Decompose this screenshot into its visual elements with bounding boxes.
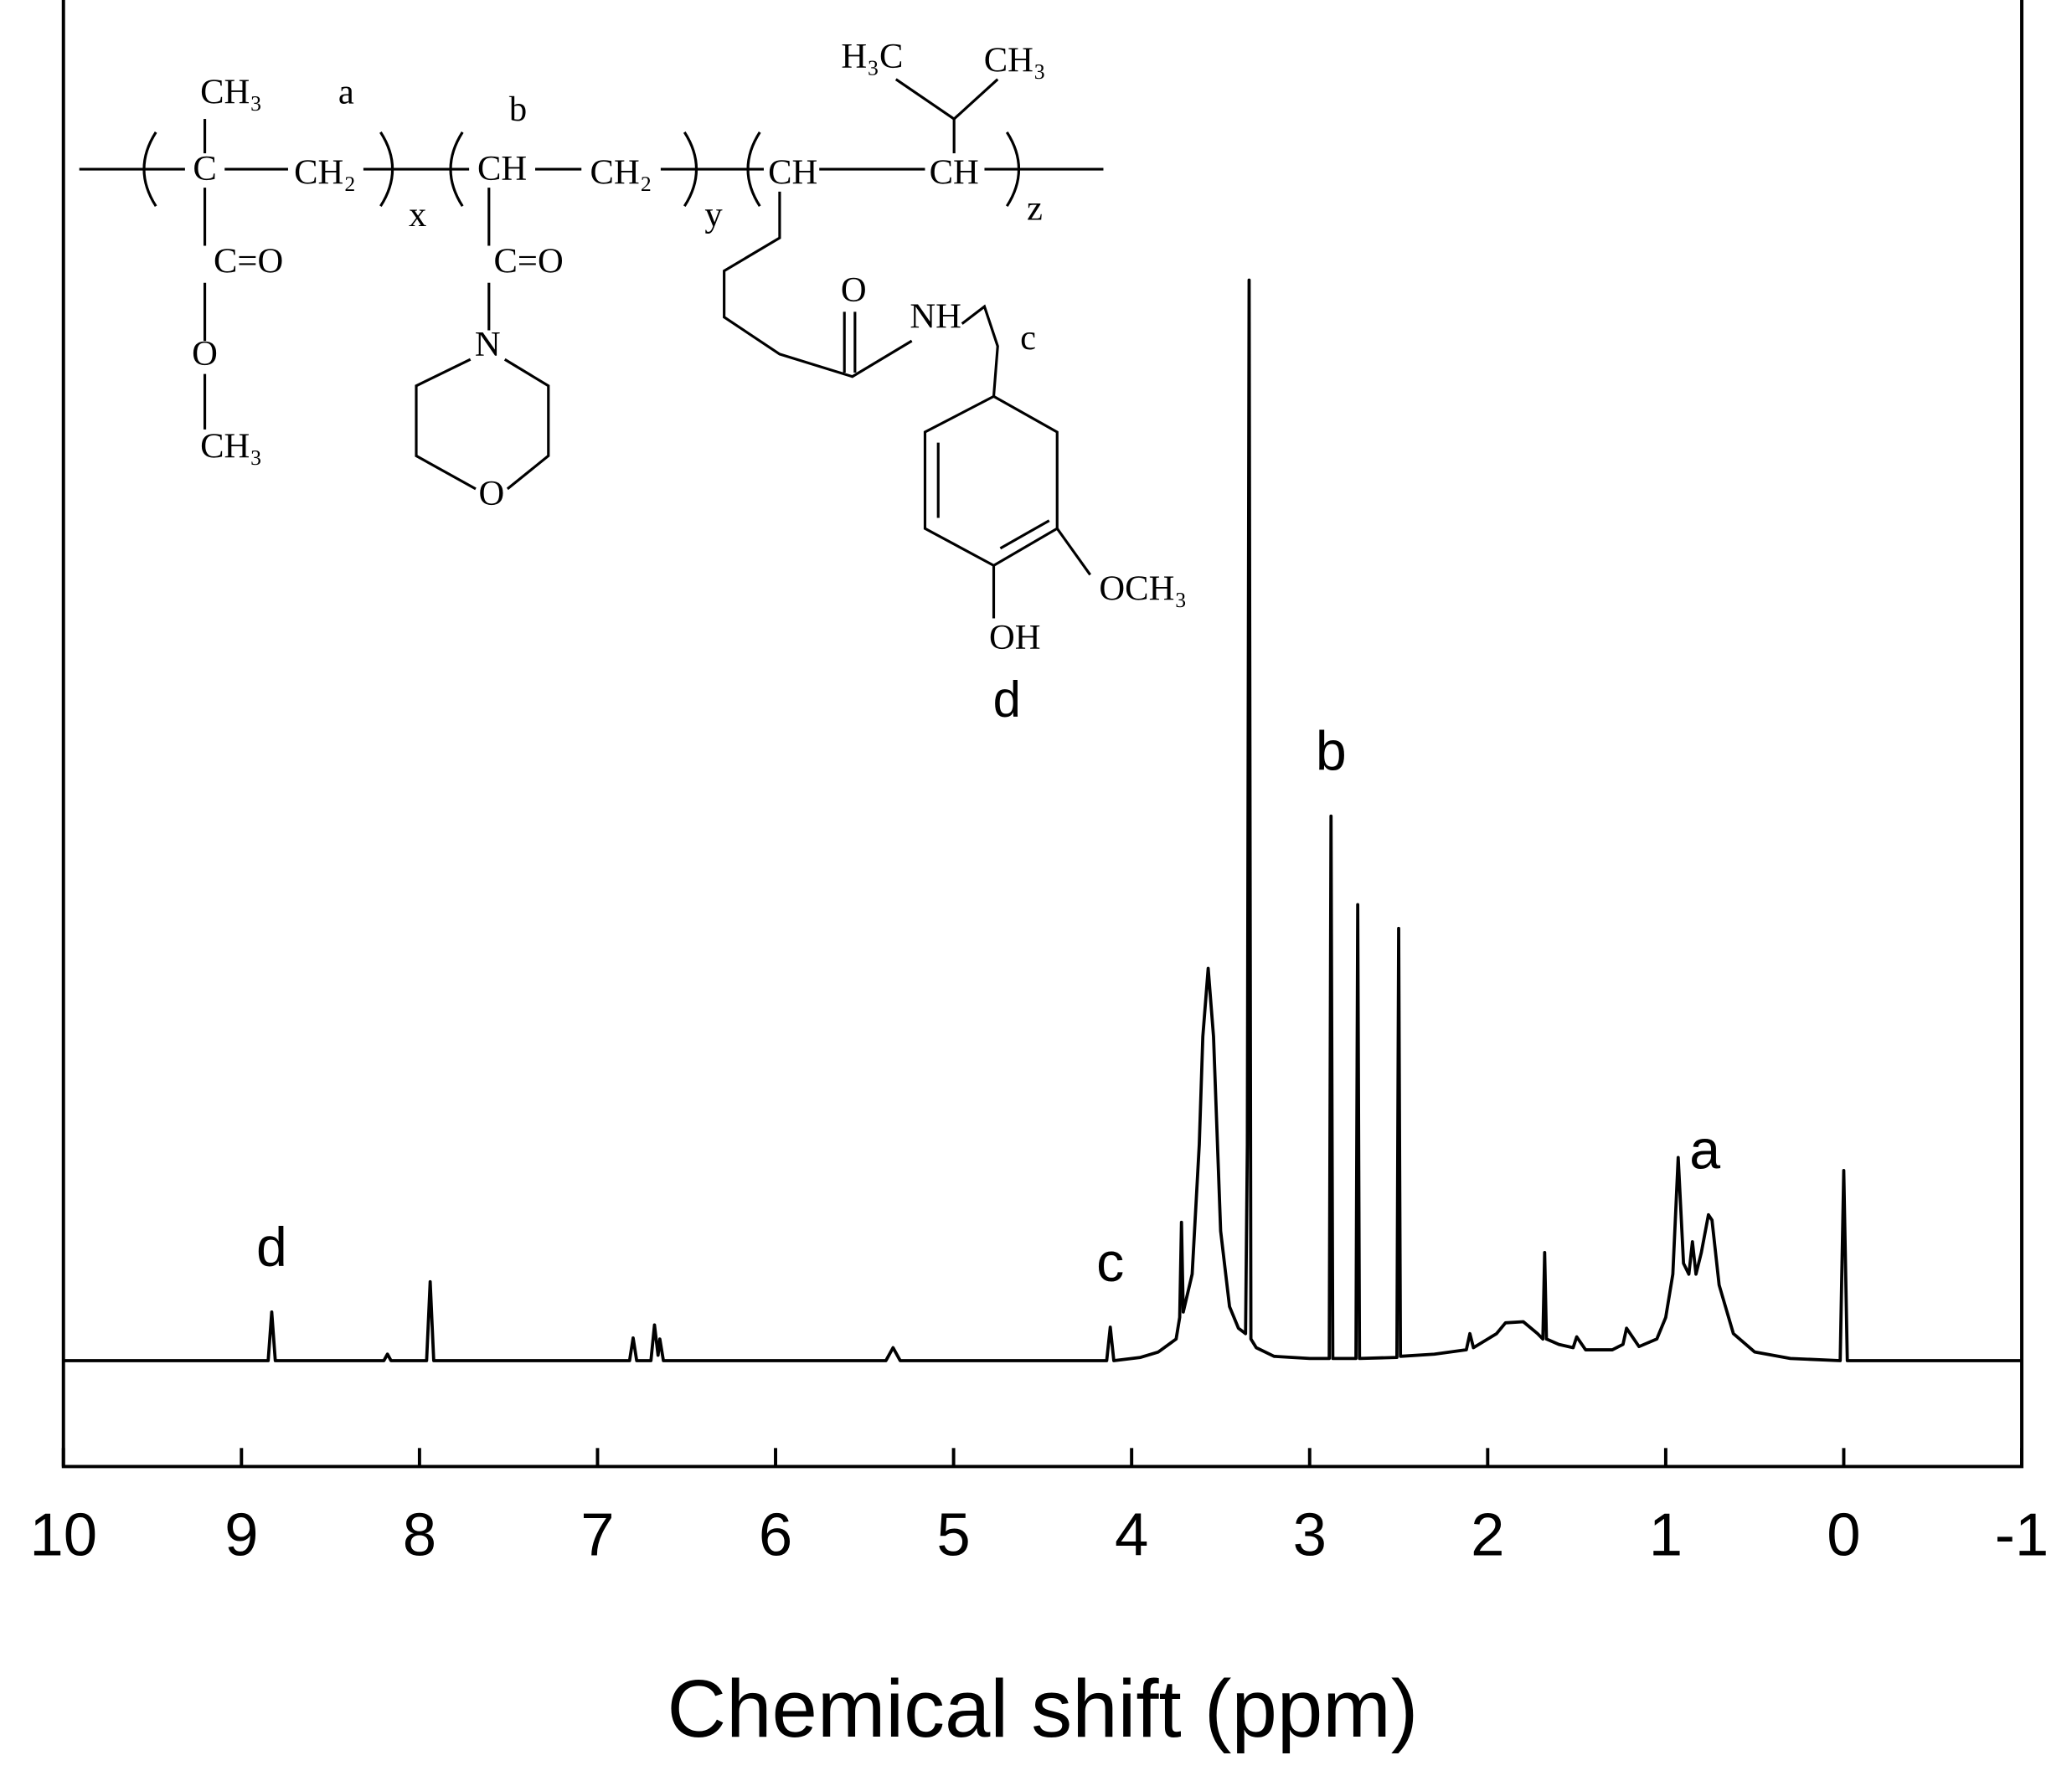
structure-label: a: [338, 72, 354, 111]
structure-label: CH: [930, 153, 979, 193]
x-tick-label: 4: [1115, 1500, 1148, 1568]
x-axis-label: Chemical shift (ppm): [667, 1662, 1418, 1754]
structure-label: C=O: [494, 241, 564, 281]
structure-label: N: [475, 325, 501, 364]
structure-label: b: [509, 90, 527, 129]
peak-label: d: [256, 1217, 287, 1279]
structure-label: CH: [477, 149, 527, 188]
structure-label: O: [192, 334, 218, 373]
x-tick-label: 1: [1649, 1500, 1683, 1568]
structure-label: CH: [768, 153, 817, 193]
structure-label: OCH₃: [1099, 569, 1187, 609]
peak-label: a: [1689, 1120, 1720, 1181]
spectrum-line: [63, 278, 2023, 1362]
structure-label: H₃C: [841, 37, 903, 76]
structure-label: O: [479, 474, 505, 513]
x-tick-label: -1: [1995, 1500, 2049, 1568]
x-tick-label: 2: [1471, 1500, 1504, 1568]
peak-label: c: [1096, 1232, 1124, 1294]
x-tick-label: 0: [1827, 1500, 1860, 1568]
bonds: [79, 78, 1104, 619]
structure-label: C: [193, 149, 216, 188]
structure-label: CH₃: [200, 426, 262, 466]
structure-label: OH: [989, 618, 1041, 657]
x-tick-label: 6: [759, 1500, 792, 1568]
chemical-structure: CH₃ a b C CH₂ x CH CH₂ y CH CH z H₃C CH₃…: [79, 37, 1187, 727]
structure-label: CH₂: [294, 153, 356, 193]
structure-label: CH₃: [984, 41, 1046, 80]
structure-label: C=O: [214, 241, 283, 281]
structure-label: c: [1020, 318, 1036, 358]
plot-frame: [61, 0, 2024, 1469]
x-tick-label: 7: [580, 1500, 614, 1568]
structure-label: x: [409, 195, 426, 234]
structure-label: NH: [910, 297, 961, 337]
structure-label: CH₂: [590, 153, 652, 193]
structure-label: z: [1027, 188, 1043, 228]
structure-label: O: [841, 270, 867, 310]
peak-label: b: [1316, 721, 1347, 783]
structure-label: y: [704, 195, 723, 234]
x-tick-label: 10: [29, 1500, 97, 1568]
structure-label: d: [993, 671, 1021, 727]
x-tick-label: 8: [403, 1500, 436, 1568]
x-tick-label: 3: [1293, 1500, 1327, 1568]
structure-label: CH₃: [200, 72, 262, 111]
x-tick-label: 9: [224, 1500, 258, 1568]
x-tick-label: 5: [936, 1500, 970, 1568]
